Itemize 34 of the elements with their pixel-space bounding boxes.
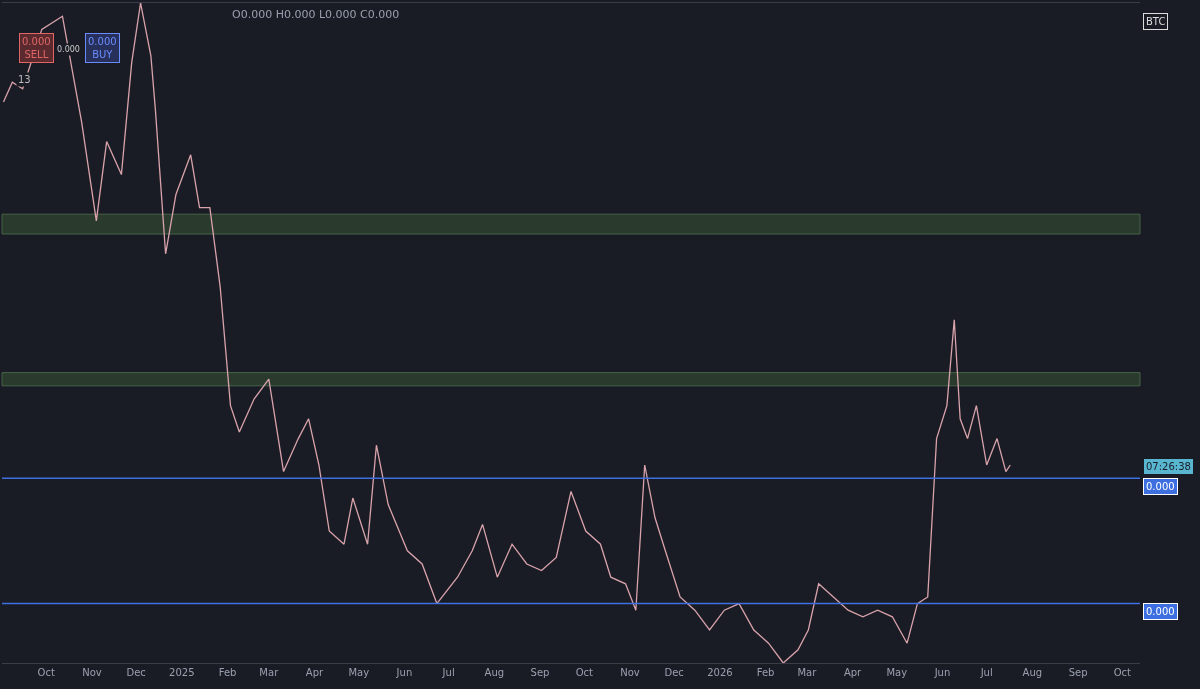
x-tick-label: Jul xyxy=(979,667,993,678)
x-tick-label: Jun xyxy=(395,667,413,678)
x-tick-label: May xyxy=(348,667,370,678)
text: 07:26:38 xyxy=(1146,461,1191,472)
x-tick-label: Apr xyxy=(843,667,863,678)
x-tick-label: Sep xyxy=(530,667,550,678)
x-tick-label: Feb xyxy=(756,667,775,678)
text: 0.000 xyxy=(1146,606,1175,617)
x-tick-label: 2026 xyxy=(707,667,733,678)
x-tick-label: Aug xyxy=(484,667,505,678)
x-tick-label: Oct xyxy=(1113,667,1132,678)
x-tick-label: Feb xyxy=(218,667,237,678)
annotation: 0.000 xyxy=(57,45,80,54)
x-tick-label: Aug xyxy=(1022,667,1043,678)
x-tick-label: Jul xyxy=(441,667,455,678)
x-tick-label: Oct xyxy=(37,667,55,678)
annotation: 0.000 BUY xyxy=(88,36,117,60)
x-tick-label: Nov xyxy=(620,667,640,678)
x-tick-label: May xyxy=(886,667,908,678)
text: BTC xyxy=(1146,16,1166,27)
x-tick-label: Mar xyxy=(259,667,280,678)
annotation: 0.000 SELL xyxy=(22,36,51,60)
x-tick-label: Jun xyxy=(933,667,951,678)
x-tick-label: Dec xyxy=(664,667,684,678)
text: 0.000 xyxy=(1146,481,1175,492)
annotation: O0.000 H0.000 L0.000 C0.000 xyxy=(232,8,400,21)
x-tick-label: Mar xyxy=(797,667,818,678)
annotation: 13 xyxy=(18,74,31,85)
x-tick-label: Sep xyxy=(1068,667,1088,678)
x-tick-label: Oct xyxy=(575,667,593,678)
x-tick-label: Apr xyxy=(305,667,325,678)
x-tick-label: Dec xyxy=(126,667,146,678)
x-tick-label: 2025 xyxy=(169,667,195,678)
x-tick-label: Nov xyxy=(82,667,102,678)
